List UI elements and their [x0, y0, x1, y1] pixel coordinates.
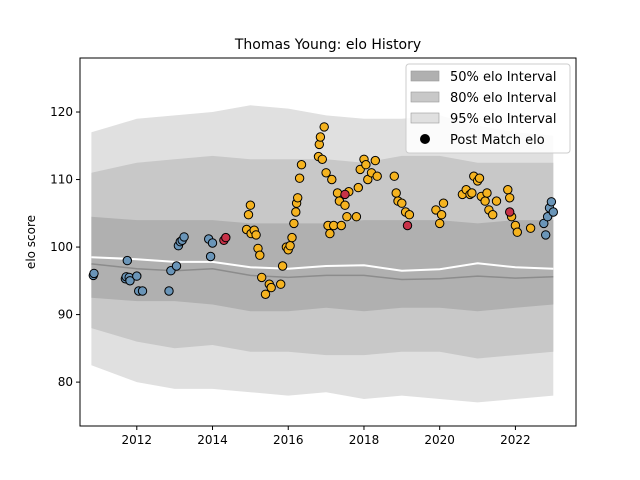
y-tick-label: 90: [58, 308, 73, 322]
elo-point: [122, 255, 133, 266]
elo-point: [251, 230, 261, 240]
plot-area: [88, 105, 558, 403]
elo-point: [319, 122, 329, 132]
elo-point: [266, 282, 276, 293]
legend-box: [405, 63, 571, 154]
elo-point: [315, 132, 326, 142]
elo-point: [548, 207, 558, 217]
elo-point: [325, 228, 335, 239]
elo-point: [340, 189, 350, 200]
elo-point: [541, 230, 551, 240]
elo-point: [89, 268, 99, 279]
elo-point: [480, 196, 490, 206]
elo-point: [372, 171, 382, 181]
legend: 50% elo Interval 80% elo Interval 95% elo …: [405, 63, 571, 154]
elo-point: [402, 220, 413, 231]
elo-point: [467, 188, 477, 198]
y-axis-label: elo score: [24, 215, 38, 269]
elo-point: [287, 232, 297, 243]
elo-point: [327, 174, 337, 185]
elo-point: [351, 212, 362, 222]
elo-point: [285, 241, 295, 251]
elo-point: [332, 188, 343, 198]
legend-label: Post Match elo: [450, 133, 545, 148]
legend-swatch: [410, 70, 440, 82]
elo-point: [370, 155, 380, 166]
elo-point: [205, 251, 216, 262]
x-tick-label: 2018: [349, 433, 380, 447]
elo-point: [361, 160, 371, 170]
elo-point: [171, 261, 182, 271]
elo-point: [164, 286, 174, 296]
y-tick-label: 80: [58, 375, 73, 389]
legend-label: 80% elo Interval: [450, 91, 557, 106]
elo-point: [321, 168, 331, 178]
elo-point: [179, 232, 189, 242]
elo-point: [257, 272, 267, 283]
y-tick-label: 120: [50, 105, 73, 119]
x-tick-label: 2016: [273, 433, 304, 447]
elo-point: [505, 207, 515, 217]
axes-frame: [79, 57, 577, 427]
elo-point: [260, 289, 271, 299]
elo-point: [296, 160, 307, 170]
elo-point: [438, 198, 449, 208]
y-tick-label: 100: [50, 240, 73, 254]
elo-point: [397, 198, 407, 208]
legend-marker: [420, 134, 430, 144]
elo-point: [132, 271, 142, 281]
elo-point: [340, 200, 350, 210]
elo-point: [546, 197, 557, 207]
elo-point: [491, 196, 502, 206]
y-tick-label: 110: [50, 173, 73, 187]
elo-point: [336, 220, 346, 231]
elo-point: [482, 188, 492, 198]
elo-point: [291, 207, 301, 217]
elo-point: [289, 218, 299, 229]
x-tick-label: 2020: [424, 433, 455, 447]
elo-point: [137, 286, 148, 296]
elo-point: [276, 279, 286, 289]
elo-point: [474, 173, 485, 183]
elo-point: [353, 182, 363, 193]
elo-point: [525, 223, 536, 233]
chart-title: Thomas Young: elo History: [234, 37, 421, 53]
elo-point: [436, 210, 447, 220]
legend-label: 95% elo Interval: [450, 112, 557, 127]
elo-point: [294, 173, 305, 183]
elo-point: [391, 188, 401, 198]
x-tick-label: 2014: [197, 433, 228, 447]
elo-point: [125, 276, 135, 286]
elo-point: [505, 193, 515, 203]
legend-swatch: [410, 112, 440, 124]
elo-point: [342, 212, 352, 222]
y-axis: 80 90 100 110 120: [50, 105, 80, 389]
elo-point: [243, 210, 254, 220]
elo-point: [435, 218, 445, 229]
elo-point: [389, 171, 399, 181]
elo-point: [255, 250, 265, 260]
elo-point: [512, 227, 522, 237]
elo-point: [245, 200, 256, 210]
elo-point: [317, 154, 327, 165]
x-tick-label: 2012: [122, 433, 153, 447]
elo-point: [207, 238, 218, 248]
elo-point: [221, 232, 231, 243]
legend-swatch: [410, 91, 440, 103]
elo-point: [293, 193, 303, 203]
elo-point: [404, 210, 415, 220]
elo-point: [503, 185, 513, 195]
elo-point: [488, 210, 498, 220]
x-tick-label: 2022: [500, 433, 531, 447]
x-axis: 2012 2014 2016 2018 2020 2022: [122, 426, 531, 447]
elo-point: [277, 261, 288, 271]
legend-label: 50% elo Interval: [450, 70, 557, 85]
